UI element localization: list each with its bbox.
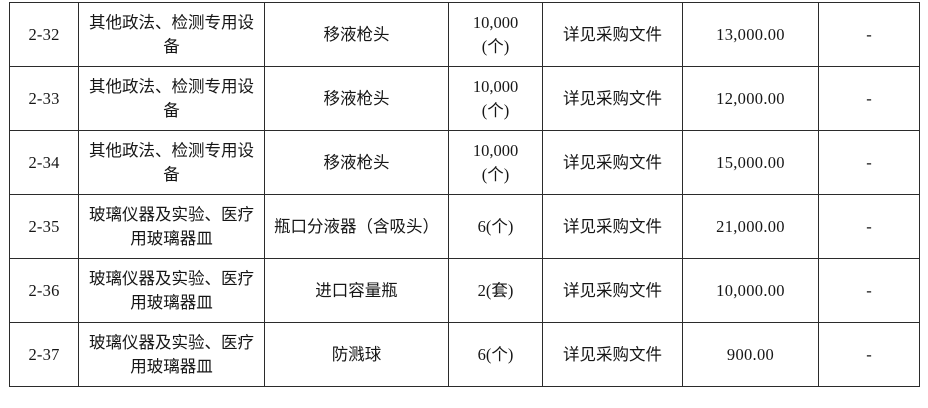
table-row: 2-36 玻璃仪器及实验、医疗用玻璃器皿 进口容量瓶 2(套) 详见采购文件 1… xyxy=(9,258,920,323)
cell-budget-amount: 10,000.00 xyxy=(682,258,819,323)
quantity-value: 10,000 xyxy=(472,12,519,32)
cell-budget-amount: 12,000.00 xyxy=(682,66,819,131)
quantity-value: 10,000 xyxy=(472,76,519,96)
cell-specification: 详见采购文件 xyxy=(542,2,683,67)
cell-category: 其他政法、检测专用设备 xyxy=(78,2,265,67)
cell-item-number: 2-37 xyxy=(9,322,79,387)
table-row: 2-37 玻璃仪器及实验、医疗用玻璃器皿 防溅球 6(个) 详见采购文件 900… xyxy=(9,322,920,387)
cell-subject-name: 瓶口分液器（含吸头） xyxy=(264,194,449,259)
cell-budget-amount: 15,000.00 xyxy=(682,130,819,195)
cell-specification: 详见采购文件 xyxy=(542,322,683,387)
cell-specification: 详见采购文件 xyxy=(542,130,683,195)
quantity-value: 6(个) xyxy=(477,216,514,236)
table-row: 2-32 其他政法、检测专用设备 移液枪头 10,000 (个) 详见采购文件 … xyxy=(9,2,920,67)
table-body: 2-32 其他政法、检测专用设备 移液枪头 10,000 (个) 详见采购文件 … xyxy=(9,2,920,387)
cell-specification: 详见采购文件 xyxy=(542,194,683,259)
cell-quantity: 6(个) xyxy=(448,322,543,387)
cell-subject-name: 移液枪头 xyxy=(264,130,449,195)
cell-category: 玻璃仪器及实验、医疗用玻璃器皿 xyxy=(78,194,265,259)
cell-remark: - xyxy=(818,322,920,387)
cell-quantity: 2(套) xyxy=(448,258,543,323)
cell-budget-amount: 21,000.00 xyxy=(682,194,819,259)
cell-item-number: 2-35 xyxy=(9,194,79,259)
cell-quantity: 10,000 (个) xyxy=(448,66,543,131)
cell-item-number: 2-32 xyxy=(9,2,79,67)
cell-category: 玻璃仪器及实验、医疗用玻璃器皿 xyxy=(78,322,265,387)
cell-remark: - xyxy=(818,2,920,67)
cell-quantity: 10,000 (个) xyxy=(448,130,543,195)
table-row: 2-35 玻璃仪器及实验、医疗用玻璃器皿 瓶口分液器（含吸头） 6(个) 详见采… xyxy=(9,194,920,259)
quantity-unit: (个) xyxy=(481,164,510,184)
quantity-unit: (个) xyxy=(481,100,510,120)
cell-subject-name: 移液枪头 xyxy=(264,66,449,131)
cell-remark: - xyxy=(818,258,920,323)
cell-subject-name: 防溅球 xyxy=(264,322,449,387)
cell-subject-name: 移液枪头 xyxy=(264,2,449,67)
cell-category: 其他政法、检测专用设备 xyxy=(78,130,265,195)
cell-budget-amount: 900.00 xyxy=(682,322,819,387)
cell-item-number: 2-36 xyxy=(9,258,79,323)
cell-item-number: 2-33 xyxy=(9,66,79,131)
cell-remark: - xyxy=(818,194,920,259)
procurement-item-table: 2-32 其他政法、检测专用设备 移液枪头 10,000 (个) 详见采购文件 … xyxy=(9,2,920,387)
quantity-value: 2(套) xyxy=(477,280,514,300)
cell-specification: 详见采购文件 xyxy=(542,258,683,323)
cell-category: 其他政法、检测专用设备 xyxy=(78,66,265,131)
quantity-value: 6(个) xyxy=(477,344,514,364)
cell-category: 玻璃仪器及实验、医疗用玻璃器皿 xyxy=(78,258,265,323)
table-row: 2-33 其他政法、检测专用设备 移液枪头 10,000 (个) 详见采购文件 … xyxy=(9,66,920,131)
cell-subject-name: 进口容量瓶 xyxy=(264,258,449,323)
quantity-value: 10,000 xyxy=(472,140,519,160)
cell-quantity: 10,000 (个) xyxy=(448,2,543,67)
cell-specification: 详见采购文件 xyxy=(542,66,683,131)
quantity-unit: (个) xyxy=(481,36,510,56)
cell-budget-amount: 13,000.00 xyxy=(682,2,819,67)
cell-remark: - xyxy=(818,130,920,195)
cell-item-number: 2-34 xyxy=(9,130,79,195)
table-row: 2-34 其他政法、检测专用设备 移液枪头 10,000 (个) 详见采购文件 … xyxy=(9,130,920,195)
cell-remark: - xyxy=(818,66,920,131)
cell-quantity: 6(个) xyxy=(448,194,543,259)
